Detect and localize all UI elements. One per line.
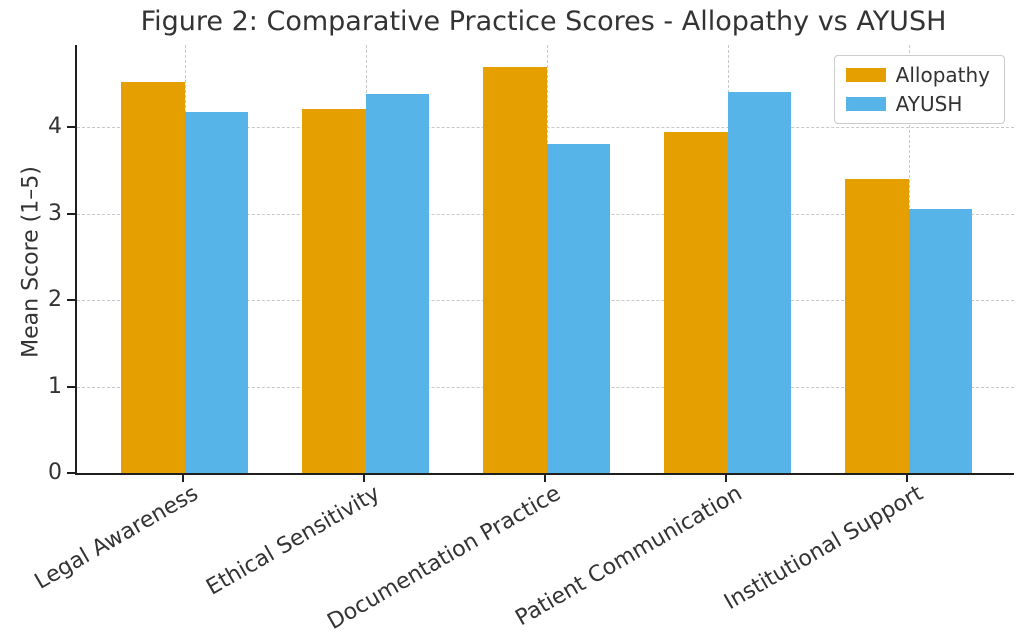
bar-ayush-institutional-support	[908, 209, 972, 473]
bar-ayush-ethical-sensitivity	[365, 94, 429, 473]
y-tick-label-1: 1	[48, 373, 62, 399]
y-tick-label-3: 3	[48, 200, 62, 226]
x-tick-label-ethical-sensitivity: Ethical Sensitivity	[201, 481, 384, 601]
legend-label-ayush: AYUSH	[895, 92, 963, 116]
x-tick-mark-institutional-support	[905, 475, 908, 482]
x-tick-mark-patient-communication	[724, 475, 727, 482]
bar-allopathy-ethical-sensitivity	[302, 108, 366, 473]
x-tick-mark-ethical-sensitivity	[362, 475, 365, 482]
y-tick-mark-1	[67, 385, 75, 388]
bar-allopathy-legal-awareness	[121, 82, 185, 473]
bar-ayush-legal-awareness	[184, 111, 248, 473]
bar-allopathy-documentation-practice	[483, 66, 547, 473]
x-tick-mark-legal-awareness	[181, 475, 184, 482]
bar-allopathy-institutional-support	[845, 179, 909, 473]
y-tick-mark-4	[67, 126, 75, 129]
bar-ayush-documentation-practice	[546, 143, 610, 473]
legend-entry-allopathy: Allopathy	[845, 63, 990, 87]
x-tick-mark-documentation-practice	[543, 475, 546, 482]
bar-ayush-patient-communication	[727, 91, 791, 473]
y-tick-label-2: 2	[48, 287, 62, 313]
legend: Allopathy AYUSH	[833, 55, 1005, 124]
legend-label-allopathy: Allopathy	[895, 63, 990, 87]
bar-allopathy-patient-communication	[664, 132, 728, 473]
y-axis-label: Mean Score (1–5)	[18, 166, 44, 358]
y-tick-label-4: 4	[48, 114, 62, 140]
y-tick-mark-0	[67, 472, 75, 474]
x-tick-label-institutional-support: Institutional Support	[719, 481, 927, 616]
legend-swatch-ayush	[845, 97, 886, 111]
plot-area: Allopathy AYUSH	[75, 45, 1014, 475]
y-tick-label-0: 0	[48, 460, 62, 485]
x-tick-label-legal-awareness: Legal Awareness	[31, 481, 204, 595]
legend-swatch-allopathy	[845, 68, 886, 82]
chart-title: Figure 2: Comparative Practice Scores - …	[140, 6, 947, 37]
y-tick-mark-3	[67, 212, 75, 215]
y-tick-mark-2	[67, 299, 75, 302]
legend-entry-ayush: AYUSH	[845, 92, 990, 116]
